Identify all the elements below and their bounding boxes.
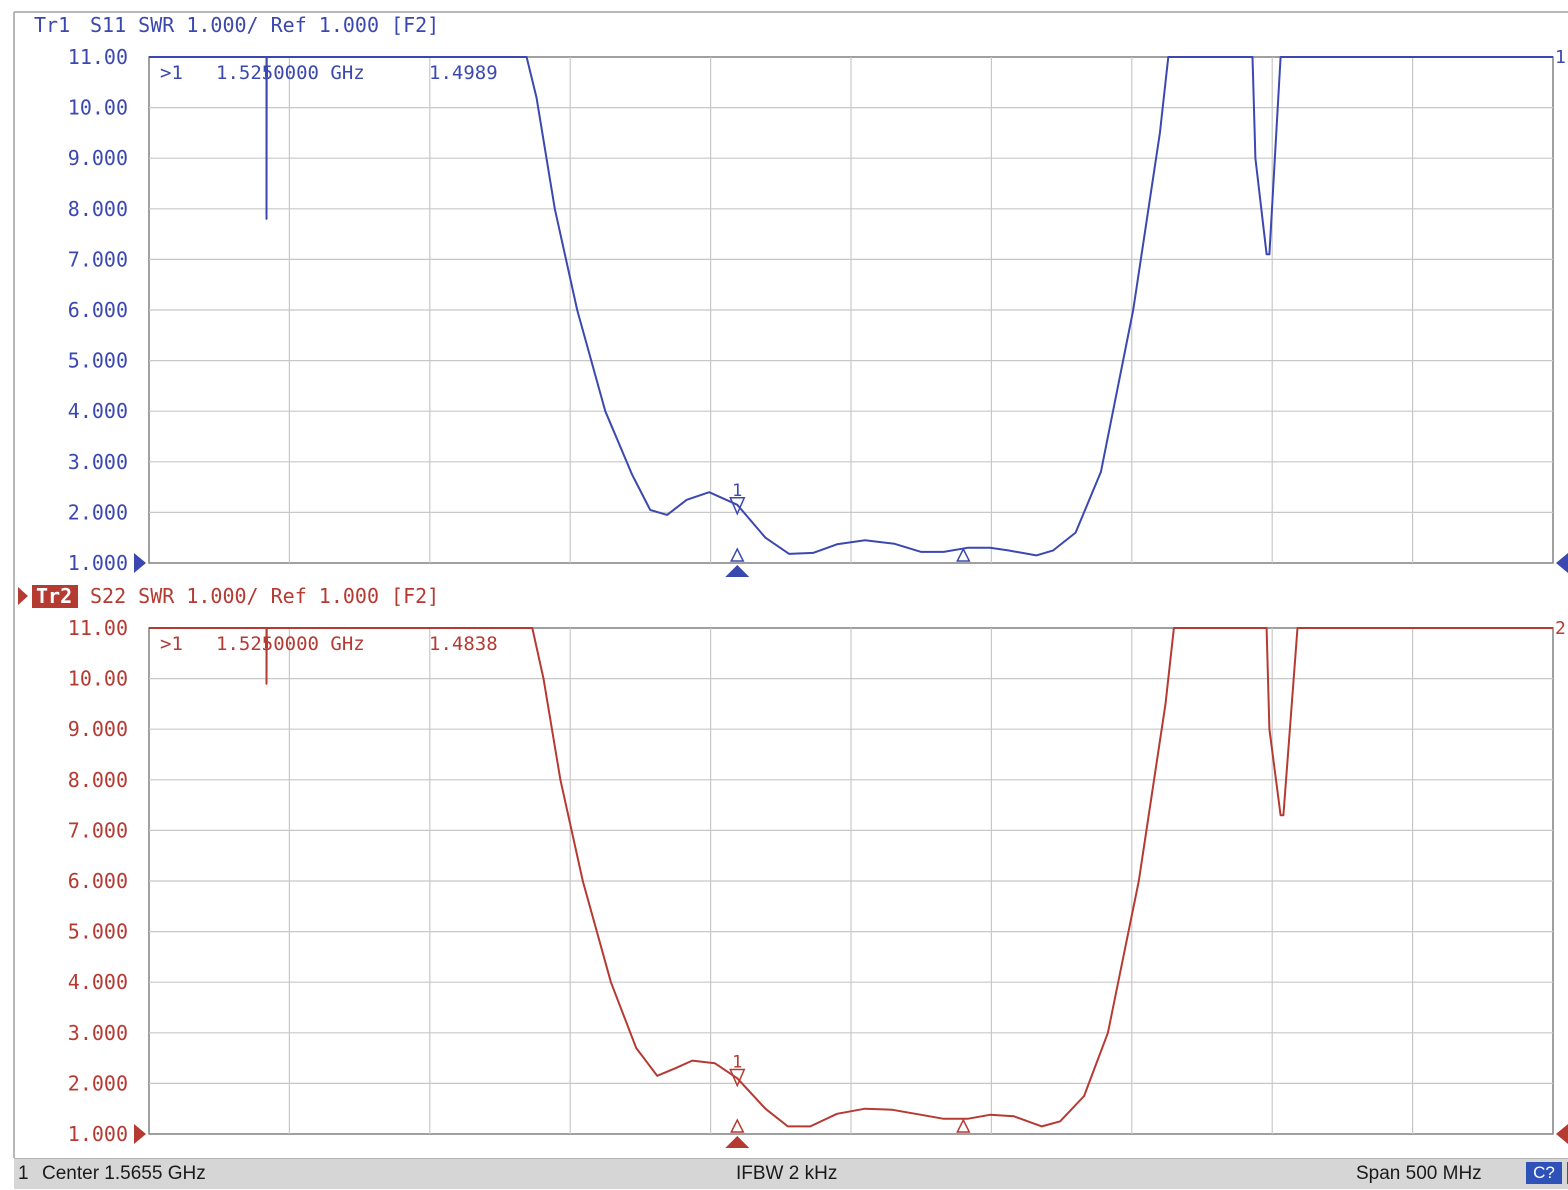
y-tick-label: 6.000 xyxy=(68,298,128,322)
trace-line xyxy=(149,627,1553,1128)
y-tick-label: 10.00 xyxy=(68,667,128,691)
marker-1-symbol xyxy=(729,497,746,516)
trace-header: S22 SWR 1.000/ Ref 1.000 [F2] xyxy=(90,584,439,608)
active-trace-arrow xyxy=(18,587,28,605)
right-edge-label: 1 xyxy=(1555,47,1566,68)
right-edge-arrow xyxy=(1556,553,1568,573)
y-tick-label: 8.000 xyxy=(68,768,128,792)
trace-label-highlight xyxy=(32,585,78,608)
trace-panel-1: 11.00 10.00 9.000 8.000 7.000 6.000 5.000 4.000… xyxy=(34,13,1568,577)
y-tick-label: 2.000 xyxy=(68,1071,128,1095)
ifbw-setting[interactable]: IFBW 2 kHz xyxy=(736,1163,838,1184)
y-tick-label: 1.000 xyxy=(68,1122,128,1146)
active-marker-triangle xyxy=(725,565,750,577)
y-tick-label: 9.000 xyxy=(68,146,128,170)
marker-readout-frequency: 1.5250000 GHz xyxy=(216,62,365,84)
right-edge-label: 2 xyxy=(1555,618,1566,639)
active-marker-triangle xyxy=(725,1136,750,1148)
marker-readout-value: 1.4989 xyxy=(429,62,498,84)
center-frequency[interactable]: Center 1.5655 GHz xyxy=(42,1163,206,1184)
marker-1-number: 1 xyxy=(732,481,742,501)
y-tick-label: 8.000 xyxy=(68,197,128,221)
trace-line xyxy=(149,56,1553,557)
y-tick-label: 3.000 xyxy=(68,450,128,474)
y-tick-label: 5.000 xyxy=(68,349,128,373)
y-tick-label: 6.000 xyxy=(68,869,128,893)
marker-readout-prefix: >1 xyxy=(160,633,183,655)
trace-panel-2: 11.00 10.00 9.000 8.000 7.000 6.000 5.000 4.000… xyxy=(18,584,1568,1148)
y-tick-label: 11.00 xyxy=(68,45,128,69)
chart-canvas: 11.00 10.00 9.000 8.000 7.000 6.000 5.000 4.000… xyxy=(13,11,1568,1158)
marker-readout-value: 1.4838 xyxy=(429,633,498,655)
reference-arrow xyxy=(134,1124,146,1144)
y-tick-label: 5.000 xyxy=(68,920,128,944)
marker-2-symbol xyxy=(956,547,971,562)
marker-axis-symbol xyxy=(730,547,745,562)
y-tick-label: 7.000 xyxy=(68,818,128,842)
y-tick-label: 9.000 xyxy=(68,717,128,741)
marker-1-number: 1 xyxy=(732,1053,742,1073)
trace-label: Tr2 xyxy=(36,584,72,608)
channel-number[interactable]: 1 xyxy=(18,1163,29,1184)
correction-badge[interactable]: C? xyxy=(1526,1162,1562,1184)
marker-2-symbol xyxy=(956,1118,971,1133)
right-edge-arrow xyxy=(1556,1124,1568,1144)
span-setting[interactable]: Span 500 MHz xyxy=(1356,1163,1482,1184)
y-tick-label: 4.000 xyxy=(68,399,128,423)
y-tick-label: 1.000 xyxy=(68,551,128,575)
marker-readout-prefix: >1 xyxy=(160,62,183,84)
trace-header: S11 SWR 1.000/ Ref 1.000 [F2] xyxy=(90,13,439,37)
marker-axis-symbol xyxy=(730,1118,745,1133)
y-tick-label: 7.000 xyxy=(68,247,128,271)
marker-readout-frequency: 1.5250000 GHz xyxy=(216,633,365,655)
y-tick-label: 3.000 xyxy=(68,1021,128,1045)
trace-label: Tr1 xyxy=(34,13,70,37)
marker-1-symbol xyxy=(729,1068,746,1088)
y-tick-label: 10.00 xyxy=(68,96,128,120)
reference-arrow xyxy=(134,553,146,573)
y-tick-label: 4.000 xyxy=(68,970,128,994)
y-tick-label: 2.000 xyxy=(68,500,128,524)
status-bar: 1 Center 1.5655 GHz IFBW 2 kHz Span 500 … xyxy=(14,1158,1568,1189)
y-tick-label: 11.00 xyxy=(68,616,128,640)
